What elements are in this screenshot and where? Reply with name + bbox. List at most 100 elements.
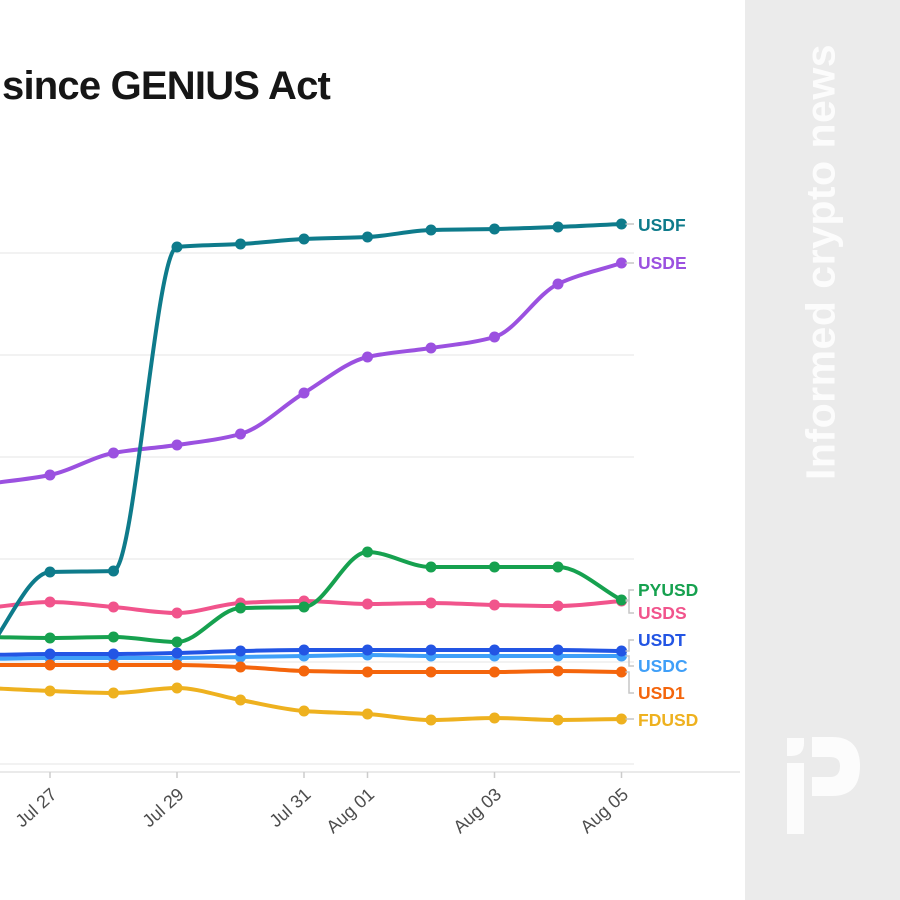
data-point	[235, 602, 246, 614]
x-tick-label: Jul 27	[12, 784, 61, 831]
data-point	[489, 599, 500, 611]
data-point	[44, 632, 56, 644]
series-usdt	[0, 644, 627, 660]
data-point	[171, 439, 183, 451]
data-point	[616, 218, 627, 230]
data-point	[425, 561, 437, 573]
data-point	[362, 351, 373, 363]
data-point	[298, 665, 310, 677]
data-point	[235, 428, 246, 440]
data-point	[235, 694, 246, 706]
data-point	[425, 597, 437, 609]
data-point	[552, 561, 564, 573]
legend-connector	[625, 600, 634, 614]
data-point	[298, 233, 310, 245]
data-point	[362, 708, 373, 720]
x-tick-label: Aug 01	[322, 784, 378, 837]
series-line	[0, 663, 624, 674]
data-point	[362, 598, 373, 610]
data-point	[235, 238, 246, 250]
data-point	[362, 644, 373, 656]
data-point	[425, 714, 437, 726]
x-tick-label: Aug 03	[449, 784, 505, 837]
data-point	[489, 712, 500, 724]
series-line	[0, 261, 624, 485]
series-line	[0, 686, 624, 722]
data-point	[552, 714, 564, 726]
data-point	[425, 224, 437, 236]
legend-connector	[625, 589, 634, 601]
data-point	[108, 659, 119, 671]
data-point	[489, 223, 500, 235]
series-label-usds: USDS	[638, 603, 687, 623]
data-point	[425, 666, 437, 678]
brand-sidebar: Informed crypto news	[745, 0, 900, 900]
data-point	[298, 387, 310, 399]
x-tick-label: Jul 31	[266, 784, 315, 831]
data-point	[425, 342, 437, 354]
legend-connector	[625, 671, 634, 694]
data-point	[44, 596, 56, 608]
data-point	[552, 644, 564, 656]
data-point	[552, 221, 564, 233]
data-point	[44, 469, 56, 481]
x-tick-label: Jul 29	[139, 784, 188, 831]
data-point	[298, 644, 310, 656]
data-point	[235, 661, 246, 673]
data-point	[171, 647, 183, 659]
series-usds	[0, 595, 627, 619]
series-usde	[0, 257, 627, 485]
data-point	[489, 666, 500, 678]
line-chart: Jul 27 Jul 29 Jul 31 Aug 01 Aug 03 Aug 05 USDC…	[0, 214, 740, 837]
data-point	[362, 231, 373, 243]
data-point	[425, 644, 437, 656]
data-point	[108, 565, 119, 577]
data-point	[44, 659, 56, 671]
data-point	[616, 257, 627, 269]
data-point	[171, 636, 183, 648]
x-tick-label: Aug 05	[576, 784, 632, 837]
series-label-usdf: USDF	[638, 215, 686, 235]
series-label-usd1: USD1	[638, 683, 685, 703]
data-point	[44, 648, 56, 660]
series-line	[0, 550, 624, 644]
protos-logo-icon	[787, 737, 860, 834]
data-point	[298, 705, 310, 717]
series-usdf	[0, 218, 627, 636]
series-label-fdusd: FDUSD	[638, 710, 698, 730]
data-point	[552, 278, 564, 290]
data-point	[298, 601, 310, 613]
data-point	[171, 607, 183, 619]
data-point	[362, 546, 373, 558]
series-line	[0, 222, 624, 636]
data-point	[44, 685, 56, 697]
chart-title: since GENIUS Act	[2, 64, 331, 108]
data-point	[108, 601, 119, 613]
data-point	[362, 666, 373, 678]
data-point	[552, 600, 564, 612]
data-point	[44, 566, 56, 578]
data-point	[108, 687, 119, 699]
data-point	[235, 645, 246, 657]
series-usd1	[0, 659, 627, 678]
series-label-usdt: USDT	[638, 630, 686, 650]
brand-tagline: Informed crypto news	[797, 43, 844, 481]
series-label-usdc: USDC	[638, 656, 688, 676]
series-label-pyusd: PYUSD	[638, 580, 698, 600]
series-label-usde: USDE	[638, 253, 687, 273]
data-point	[108, 447, 119, 459]
data-point	[489, 644, 500, 656]
series-pyusd	[0, 546, 627, 648]
data-point	[616, 594, 627, 606]
data-point	[616, 645, 627, 657]
data-point	[616, 666, 627, 678]
legend-connector	[625, 639, 634, 652]
data-point	[616, 713, 627, 725]
data-point	[108, 648, 119, 660]
data-point	[108, 631, 119, 643]
legend-connector	[625, 655, 634, 667]
data-point	[171, 682, 183, 694]
data-point	[489, 561, 500, 573]
data-point	[552, 665, 564, 677]
